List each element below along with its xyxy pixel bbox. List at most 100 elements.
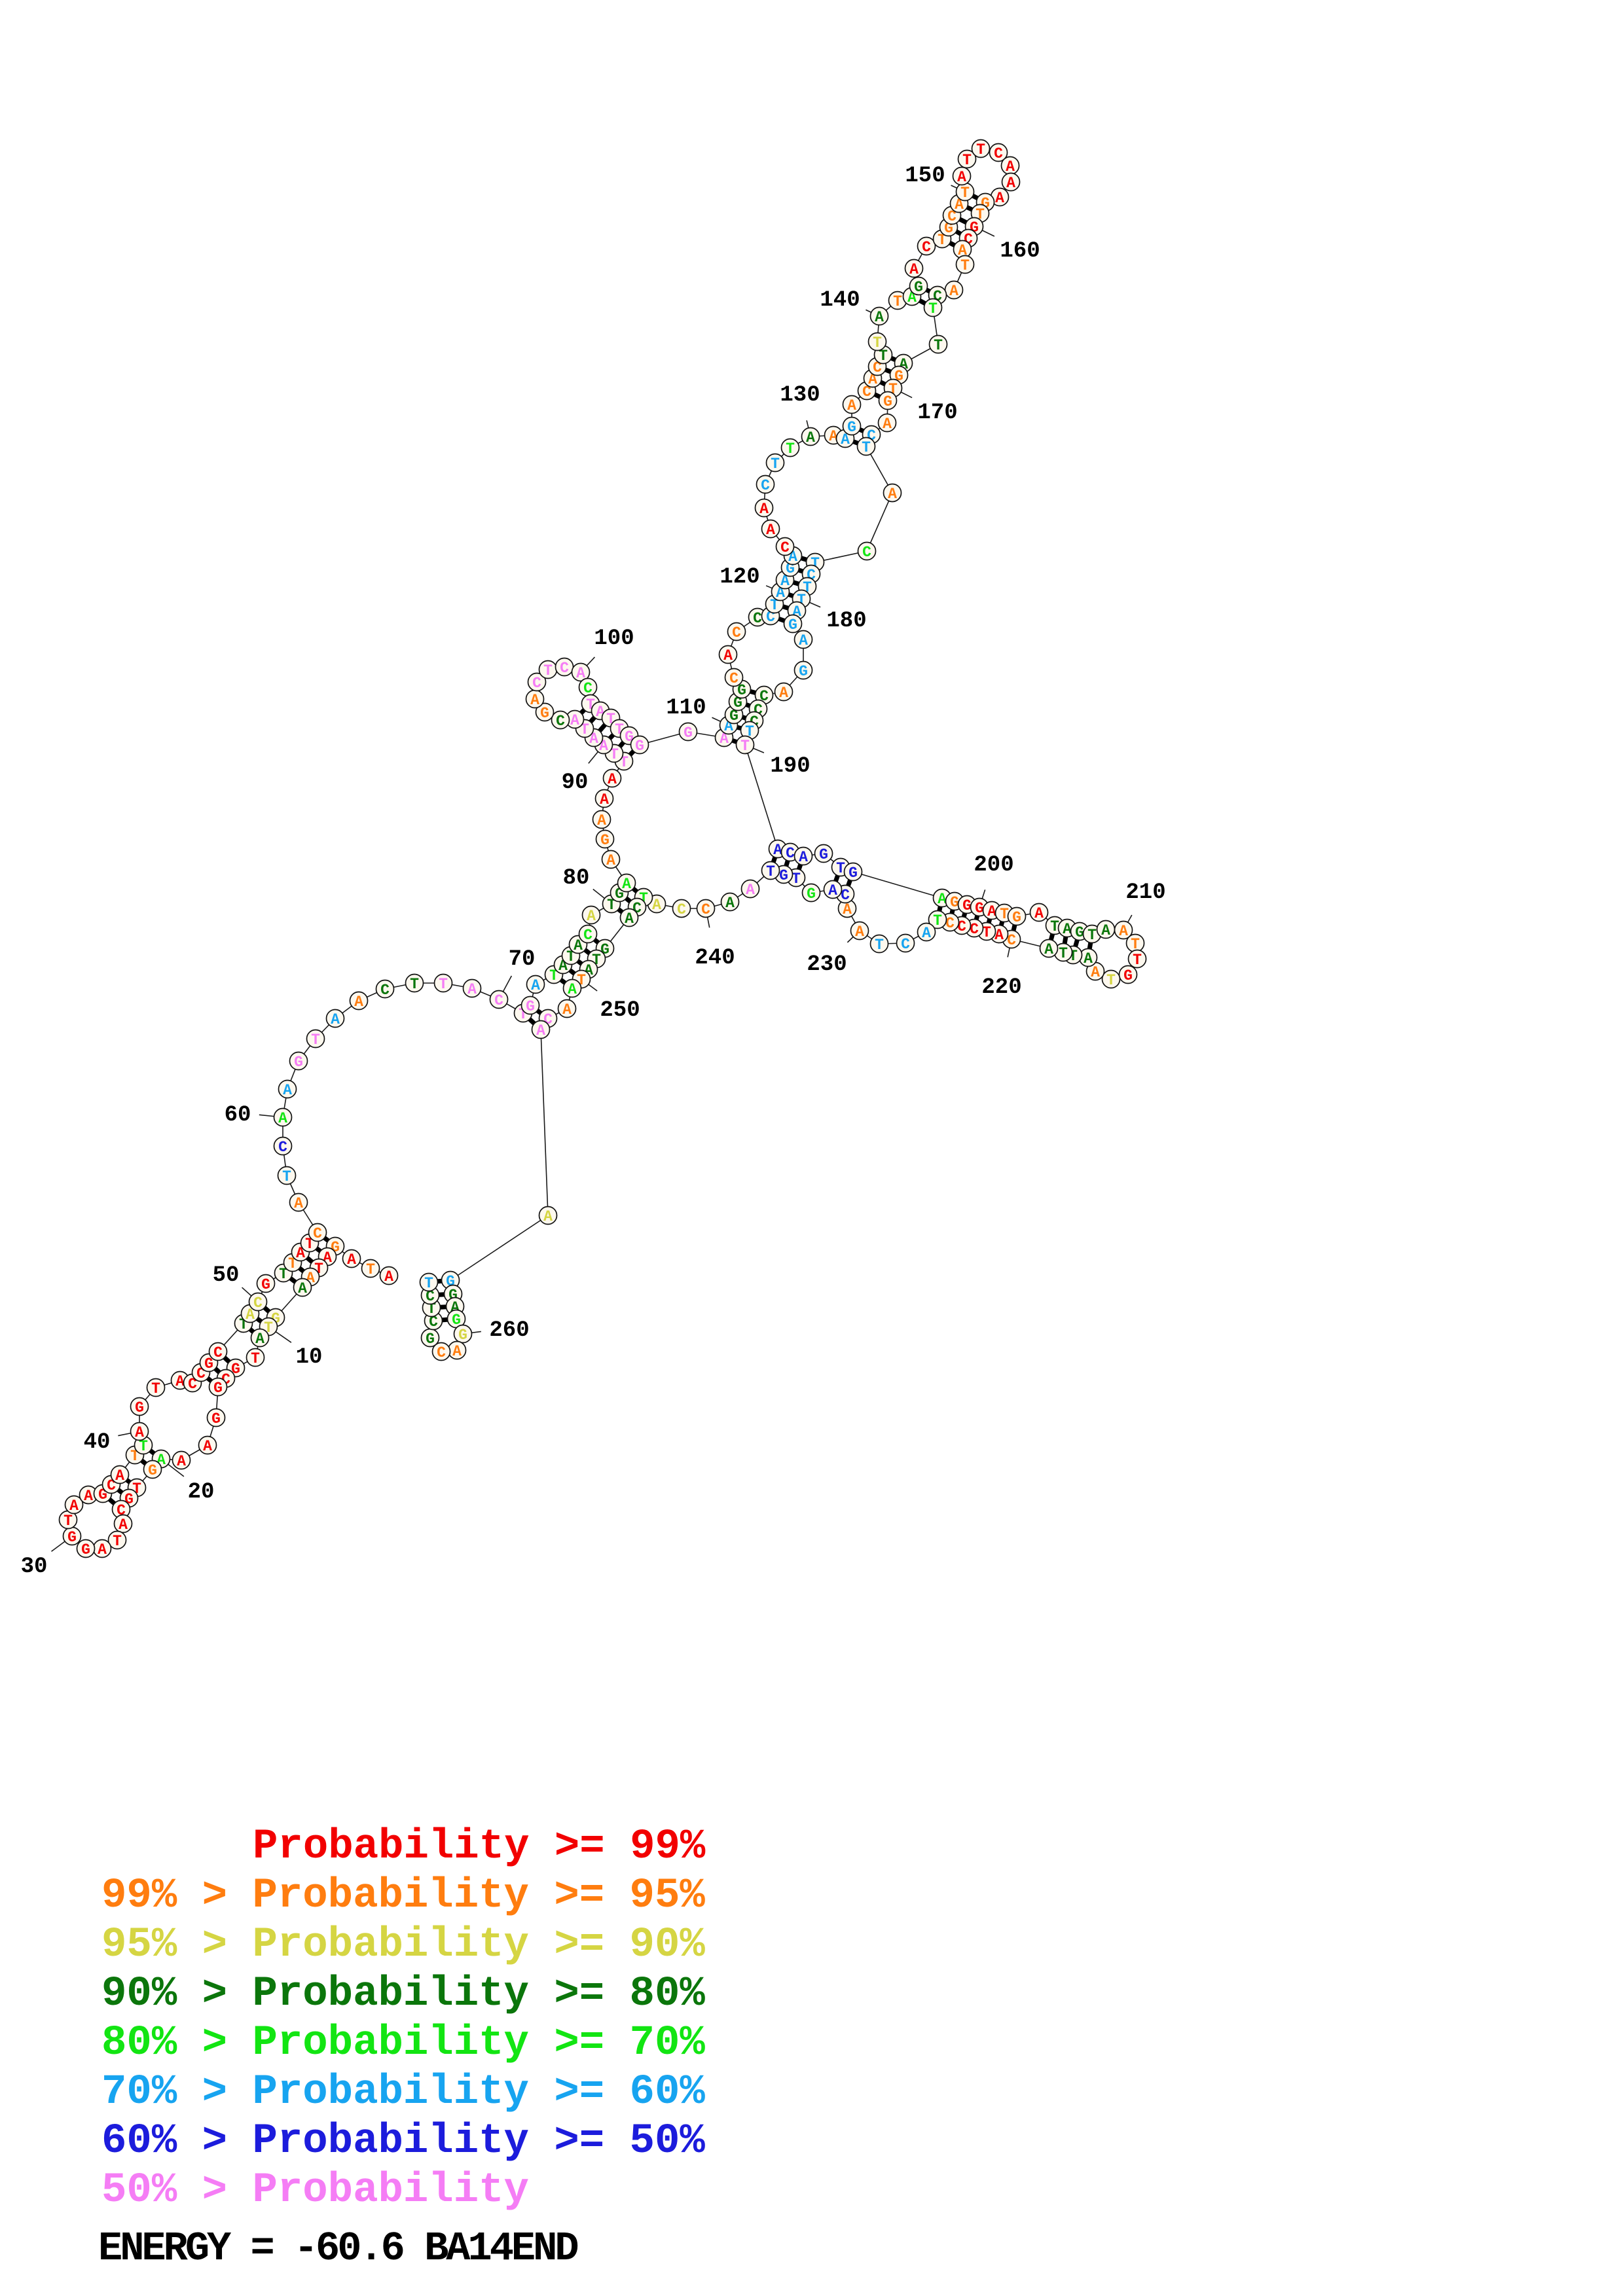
base-letter: G [729,708,739,725]
base-letter: A [255,1331,264,1348]
nucleotide: T [955,255,975,274]
nucleotide: T [856,437,876,456]
base-letter: A [354,994,363,1011]
position-label-text: 210 [1125,880,1165,905]
nucleotide-circle [433,973,453,993]
nucleotide: C [756,475,775,494]
nucleotide-circle [783,614,803,634]
base-letter: A [608,771,617,788]
nucleotide-circle [718,645,738,664]
nucleotide-circle [696,899,716,918]
nucleotide: G [206,1408,226,1427]
base-letter: A [278,1110,287,1127]
nucleotide-circle [928,334,948,354]
nucleotide: T [419,1272,439,1292]
base-letter: C [970,921,979,938]
nucleotide-circle [208,1342,228,1361]
base-letter: A [909,261,919,278]
base-letter: G [526,998,535,1015]
nucleotide: T [957,149,977,169]
nucleotide: A [571,662,591,682]
nucleotide-circle [375,979,395,999]
nucleotide-circle [551,710,570,730]
position-label-text: 120 [720,565,759,590]
nucleotide-circle [594,789,614,808]
nucleotide-circle [107,1530,127,1550]
nucleotide-circle [842,416,862,436]
base-letter: A [938,891,947,908]
nucleotide: G [878,391,898,410]
base-letter: G [799,663,808,680]
nucleotide: T [888,291,907,310]
base-letter: T [960,185,970,202]
nucleotide-circle [775,537,795,556]
base-letter: C [957,918,966,935]
nucleotide: A [538,1206,558,1225]
nucleotide-circle [379,1266,399,1285]
base-letter: A [994,927,1004,944]
nucleotide: G [420,1328,440,1348]
nucleotide: T [277,1166,297,1185]
base-letter: T [1050,918,1059,935]
base-letter: A [922,925,931,942]
nucleotide: G [130,1397,149,1416]
base-letter: A [298,1280,307,1297]
base-letter: G [684,725,693,742]
nucleotide-circle [250,1328,270,1348]
nucleotide: A [850,921,869,941]
nucleotide: T [433,973,453,993]
base-letter: C [862,544,871,561]
nucleotide: A [617,873,636,893]
base-letter: C [780,539,790,556]
base-letter: T [879,348,888,365]
base-letter: T [740,738,750,755]
base-letter: C [313,1225,322,1242]
base-letter: A [384,1268,393,1285]
nucleotide-circle [419,1272,439,1292]
nucleotide: G [678,722,698,742]
nucleotide-circle [602,768,622,788]
position-label-text: 70 [509,947,536,972]
nucleotide-circle [814,844,833,863]
base-letter: A [177,1453,186,1470]
nucleotide: C [555,657,574,677]
base-letter: C [761,477,770,494]
base-letter: T [938,232,947,249]
nucleotide: A [904,259,924,278]
nucleotide: A [869,306,889,326]
base-letter: A [119,1516,128,1534]
nucleotide: G [453,1324,473,1344]
base-letter: C [862,384,871,401]
base-letter: A [1084,950,1093,967]
base-letter: A [347,1251,356,1268]
nucleotide: A [1039,939,1059,958]
base-letter: T [976,141,985,158]
base-letter: A [843,901,852,918]
base-letter: A [829,428,838,445]
base-letter: A [875,309,884,326]
nucleotide-circle [64,1495,84,1515]
nucleotide: C [578,677,598,697]
nucleotide-circle [955,255,975,274]
nucleotide-circle [761,519,780,539]
nucleotide: A [342,1249,361,1268]
nucleotide: T [361,1259,380,1278]
nucleotide: A [113,1514,133,1534]
base-letter: A [806,429,815,446]
nucleotide: G [842,416,862,436]
nucleotide: A [1096,920,1116,939]
nucleotide: A [883,483,902,503]
position-label-text: 260 [489,1318,529,1343]
base-letter: C [1007,932,1016,949]
base-letter: T [862,439,871,456]
base-letter: A [467,981,477,998]
base-letter: A [949,283,958,300]
base-letter: A [746,882,755,899]
base-letter: T [766,863,775,880]
base-letter: A [780,573,790,590]
nucleotide-circle [774,682,793,702]
nucleotide: A [64,1495,84,1515]
nucleotide: C [273,1136,293,1156]
base-letter: T [424,1275,433,1292]
